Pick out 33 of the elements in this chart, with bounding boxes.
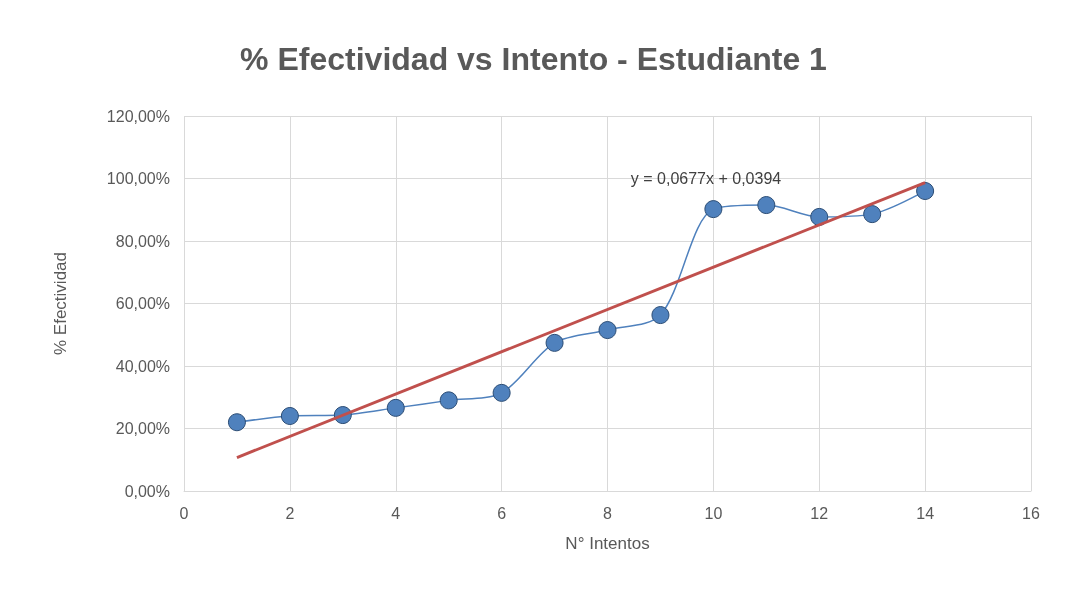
x-tick-label: 14 [916, 504, 935, 522]
point [651, 306, 670, 325]
annotation: y = 0,0677x + 0,0394 [630, 169, 782, 187]
x-tick-label: 2 [285, 504, 295, 522]
x-tick-label: 4 [391, 504, 401, 522]
x-tick-label: 12 [810, 504, 829, 522]
point [916, 182, 935, 200]
x-tick-label: 0 [179, 504, 189, 522]
point [810, 207, 829, 226]
y-tick-label: 40,00% [115, 357, 170, 375]
point [545, 333, 564, 352]
x-tick-label: 10 [704, 504, 723, 522]
y-tick-label: 120,00% [106, 107, 170, 125]
point [280, 407, 299, 425]
y-tick-label: 0,00% [124, 482, 170, 500]
point [439, 391, 458, 410]
y-tick-label: 20,00% [115, 420, 170, 437]
y-tick-label: 80,00% [115, 232, 170, 250]
point [863, 205, 882, 224]
x-tick-label: 16 [1022, 504, 1040, 522]
point [227, 413, 246, 432]
x-tick-label: 8 [603, 504, 613, 522]
point [386, 398, 405, 417]
x-tick-label: 6 [497, 504, 507, 522]
y-tick-label: 60,00% [115, 295, 170, 312]
y-tick-label: 100,00% [106, 170, 170, 187]
point [598, 321, 617, 340]
point [704, 200, 723, 219]
chart-title: % Efectividad vs Intento - Estudiante 1 [240, 41, 827, 77]
x-axis-title: N° Intentos [565, 534, 650, 553]
point [492, 383, 511, 402]
y-axis-title: % Efectividad [51, 252, 70, 355]
point [757, 196, 776, 215]
